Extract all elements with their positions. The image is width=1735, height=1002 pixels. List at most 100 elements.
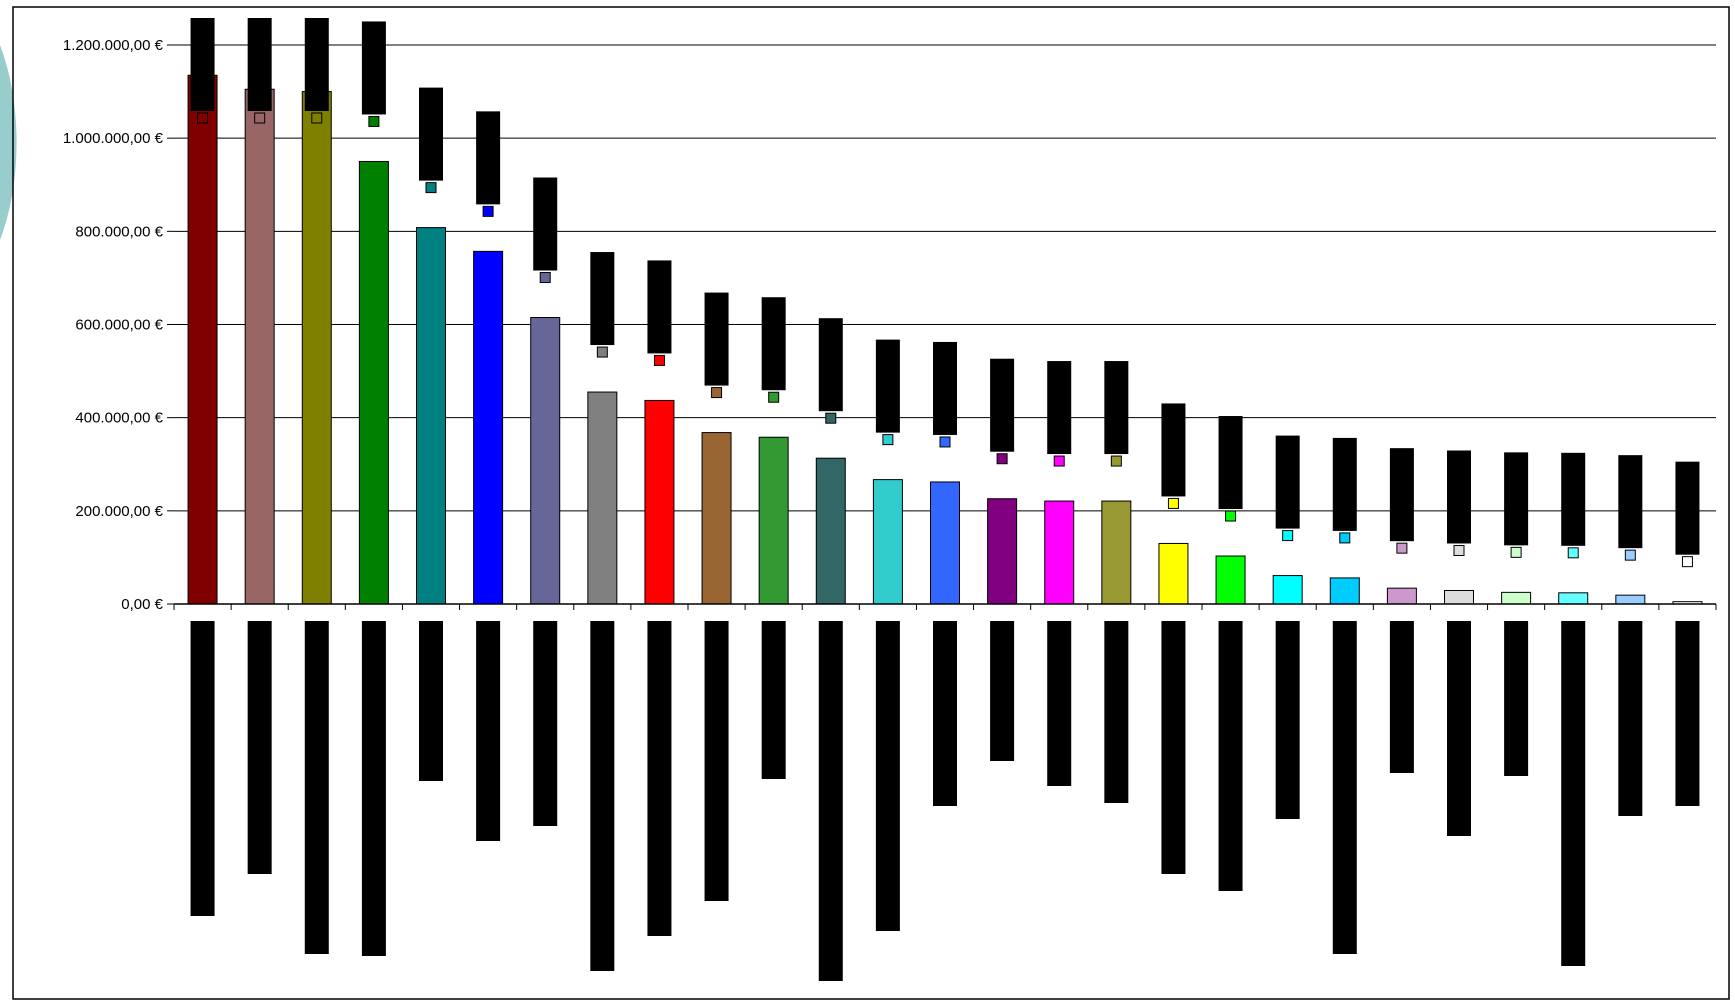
bar-marker <box>1396 542 1408 554</box>
redacted-category-label <box>590 621 615 971</box>
bar-marker <box>1167 497 1179 509</box>
redacted-category-label <box>1504 621 1529 776</box>
bar <box>1501 591 1532 605</box>
y-tick-label: 800.000,00 € <box>75 223 163 240</box>
bar <box>987 498 1018 605</box>
bar-marker <box>311 112 323 124</box>
redacted-value-label <box>1047 361 1072 455</box>
bars <box>187 74 1703 605</box>
redacted-value-label <box>247 18 272 111</box>
redacted-category-label <box>1161 621 1186 874</box>
redacted-value-label <box>1618 455 1643 549</box>
redacted-category-label <box>818 621 843 981</box>
redacted-category-label <box>1332 621 1357 954</box>
redacted-value-label <box>875 339 900 433</box>
bar <box>301 91 332 605</box>
redacted-category-label <box>1561 621 1586 966</box>
redacted-category-label <box>304 621 329 954</box>
redacted-value-label <box>1389 448 1414 542</box>
y-tick-label: 1.000.000,00 € <box>63 130 164 147</box>
bar <box>1558 592 1589 605</box>
bar <box>473 250 504 605</box>
bar-marker <box>197 112 209 124</box>
redacted-value-label <box>647 260 672 354</box>
bar-marker <box>1339 532 1351 544</box>
redacted-value-label <box>590 252 615 346</box>
bar <box>815 457 846 605</box>
bar <box>1158 542 1189 605</box>
bar-marker <box>825 412 837 424</box>
redacted-value-labels <box>190 18 1700 555</box>
redacted-value-label <box>190 18 215 111</box>
bar <box>244 88 275 605</box>
bar-marker <box>882 434 894 446</box>
redacted-value-label <box>419 87 443 181</box>
redacted-category-label <box>476 621 501 841</box>
redacted-value-label <box>933 341 957 435</box>
redacted-category-label <box>419 621 443 781</box>
y-tick-label: 1.200.000,00 € <box>63 37 164 54</box>
bar-marker <box>939 436 951 448</box>
redacted-category-label <box>533 621 558 826</box>
bar-marker <box>1453 544 1465 556</box>
bar-marker <box>711 387 723 399</box>
bar <box>1386 587 1417 605</box>
bar <box>758 436 789 605</box>
redacted-category-label <box>875 621 900 931</box>
redacted-value-label <box>533 177 558 271</box>
bar <box>1615 594 1646 605</box>
y-tick-label: 400.000,00 € <box>75 410 163 427</box>
redacted-value-label <box>1447 450 1471 544</box>
bar-marker <box>482 205 494 217</box>
bar <box>1215 555 1246 605</box>
redacted-category-label <box>1047 621 1072 786</box>
redacted-value-label <box>1104 361 1129 455</box>
redacted-category-label <box>1447 621 1471 836</box>
bar-marker <box>1624 549 1636 561</box>
redacted-category-label <box>1618 621 1643 816</box>
bar-marker <box>1110 455 1122 467</box>
redacted-value-label <box>761 297 786 391</box>
bar-marker <box>539 272 551 284</box>
bar-marker <box>1510 546 1522 558</box>
redacted-value-label <box>1561 452 1586 546</box>
redacted-category-label <box>933 621 957 806</box>
bar-marker <box>425 182 437 194</box>
bar-marker <box>1225 510 1237 522</box>
redacted-category-label <box>1389 621 1414 773</box>
x-axis-ticks <box>173 604 1717 610</box>
redacted-category-label <box>1104 621 1129 803</box>
bar-marker <box>1681 556 1693 568</box>
bar <box>701 432 732 605</box>
redacted-category-label <box>647 621 672 936</box>
redacted-value-label <box>1332 437 1357 531</box>
redacted-value-label <box>818 318 843 412</box>
redacted-category-label <box>704 621 729 901</box>
bar <box>358 160 389 605</box>
y-tick-label: 0,00 € <box>121 596 163 613</box>
bar-marker <box>768 391 780 403</box>
bar <box>530 317 561 605</box>
y-tick-label: 200.000,00 € <box>75 503 163 520</box>
bar <box>416 227 446 605</box>
redacted-category-label <box>361 621 386 956</box>
redacted-category-labels <box>190 621 1700 981</box>
redacted-value-label <box>704 292 729 386</box>
redacted-category-label <box>1275 621 1300 819</box>
redacted-value-label <box>476 111 501 205</box>
bar <box>1444 589 1474 605</box>
redacted-category-label <box>190 621 215 916</box>
bar-marker <box>254 112 266 124</box>
bar <box>587 391 618 605</box>
redacted-category-label <box>247 621 272 874</box>
bar <box>1101 500 1132 605</box>
bar-marker <box>1282 530 1294 542</box>
redacted-value-label <box>990 358 1015 452</box>
redacted-value-label <box>1218 416 1243 510</box>
decorative-arc <box>0 45 17 240</box>
bar-marker <box>368 115 380 127</box>
bar <box>187 74 218 605</box>
redacted-category-label <box>761 621 786 779</box>
bar <box>644 399 675 605</box>
redacted-value-label <box>304 18 329 111</box>
